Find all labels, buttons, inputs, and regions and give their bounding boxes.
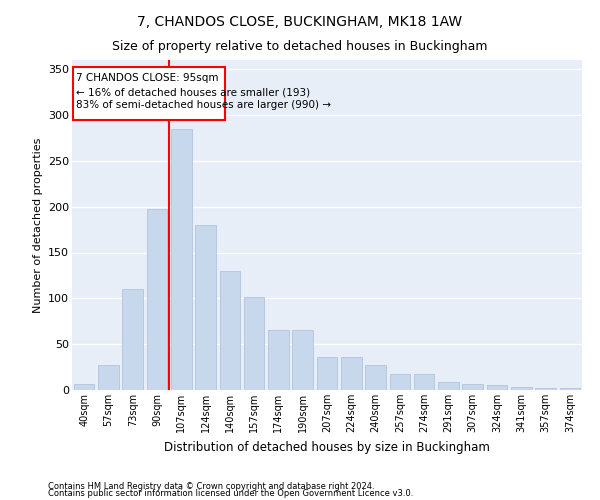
Bar [535,388,556,390]
Bar [122,289,143,390]
Bar [171,128,191,390]
Y-axis label: Number of detached properties: Number of detached properties [32,138,43,312]
Bar [195,225,216,390]
Text: Contains HM Land Registry data © Crown copyright and database right 2024.: Contains HM Land Registry data © Crown c… [48,482,374,491]
Bar [292,330,313,390]
Bar [74,384,94,390]
Bar [244,296,265,390]
Bar [268,330,289,390]
Bar [560,388,580,390]
Text: 7, CHANDOS CLOSE, BUCKINGHAM, MK18 1AW: 7, CHANDOS CLOSE, BUCKINGHAM, MK18 1AW [137,15,463,29]
Bar [389,374,410,390]
Bar [341,357,362,390]
Bar [463,384,483,390]
Bar [220,271,240,390]
Text: 7 CHANDOS CLOSE: 95sqm: 7 CHANDOS CLOSE: 95sqm [76,73,218,83]
Bar [317,357,337,390]
Text: 83% of semi-detached houses are larger (990) →: 83% of semi-detached houses are larger (… [76,100,331,110]
Bar [146,210,167,390]
Bar [98,365,119,390]
Text: Contains public sector information licensed under the Open Government Licence v3: Contains public sector information licen… [48,489,413,498]
Text: ← 16% of detached houses are smaller (193): ← 16% of detached houses are smaller (19… [76,88,310,98]
Bar [365,365,386,390]
X-axis label: Distribution of detached houses by size in Buckingham: Distribution of detached houses by size … [164,440,490,454]
Bar [511,387,532,390]
Bar [487,386,508,390]
Bar [438,382,459,390]
Bar [73,68,225,120]
Text: Size of property relative to detached houses in Buckingham: Size of property relative to detached ho… [112,40,488,53]
Bar [414,374,434,390]
